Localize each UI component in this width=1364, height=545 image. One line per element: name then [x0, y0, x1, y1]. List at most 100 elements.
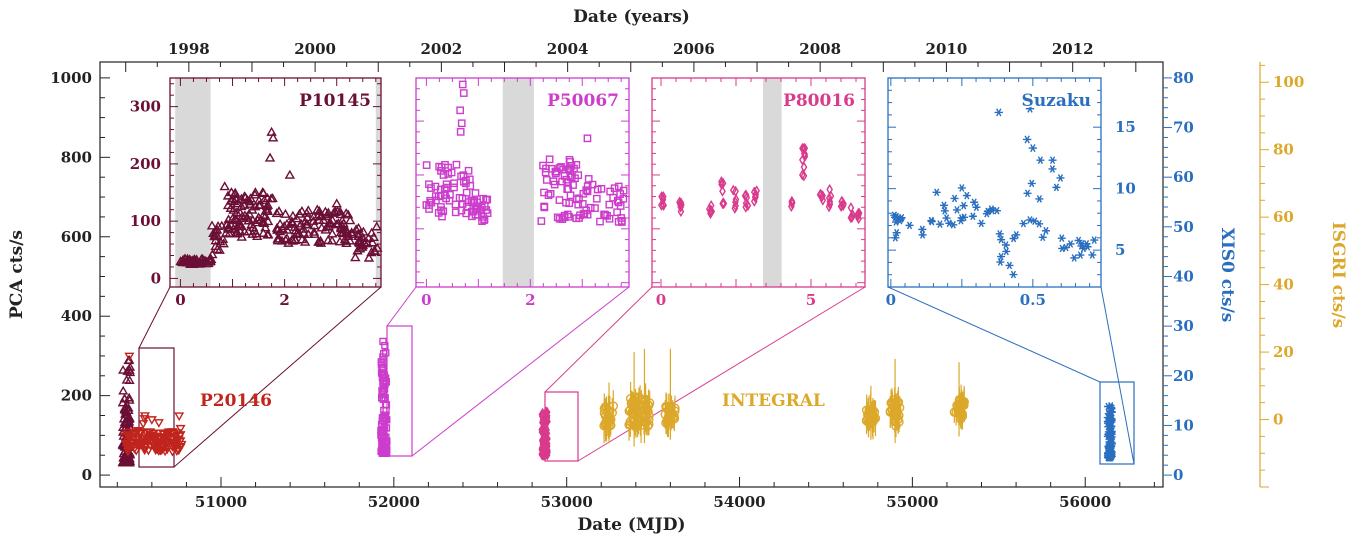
zoom-connector	[1100, 286, 1135, 465]
inset-point-p50067	[542, 164, 550, 173]
main-point-p10145	[125, 367, 136, 377]
isgri-tick-label: 100	[1273, 73, 1304, 91]
inset-point-p10145	[366, 247, 377, 257]
inset-point-p80016	[854, 210, 861, 222]
inset-point-suzaku	[942, 214, 951, 222]
main-point-p10145	[121, 417, 132, 427]
inset-point-p50067	[619, 186, 628, 195]
inset-point-suzaku	[968, 212, 977, 221]
inset-point-p10145	[249, 225, 260, 235]
main-point-p20146	[153, 419, 164, 428]
inset-point-p50067	[569, 181, 577, 189]
inset-point-suzaku	[1025, 216, 1034, 224]
inset-point-suzaku	[1005, 261, 1014, 270]
inset-point-p50067	[605, 200, 614, 209]
inset-point-p10145	[196, 254, 207, 264]
inset-point-p50067	[588, 180, 597, 189]
integral-point	[959, 400, 969, 411]
main-point-p20146	[139, 445, 150, 455]
inset-point-p80016	[742, 197, 750, 209]
inset-point-p50067	[459, 177, 468, 186]
inset-point-p50067	[544, 191, 553, 200]
inset-point-p80016	[731, 202, 739, 214]
inset-point-p50067	[459, 89, 468, 97]
inset-point-p80016	[752, 188, 760, 200]
main-point-p20146	[174, 412, 185, 422]
inset-point-p50067	[447, 168, 456, 177]
inset-point-suzaku	[1002, 247, 1011, 256]
inset-point-p10145	[325, 218, 337, 228]
inset-point-p10145	[366, 227, 377, 237]
inset-point-p10145	[184, 254, 195, 264]
inset-point-p10145	[315, 237, 327, 247]
inset-point-p50067	[572, 160, 581, 169]
inset-point-p10145	[309, 228, 320, 238]
inset-point-suzaku	[1056, 174, 1065, 182]
inset-point-suzaku	[1041, 226, 1050, 235]
inset-frame-p10145	[169, 77, 382, 288]
main-point-p50067	[378, 389, 387, 397]
inset-point-p10145	[206, 220, 218, 230]
main-point-p20146	[134, 429, 145, 439]
x-axis-label: Date (MJD)	[577, 515, 685, 535]
xis-tick-label: 40	[1173, 267, 1194, 285]
inset-point-p10145	[212, 220, 224, 231]
inset-point-suzaku	[977, 219, 986, 228]
main-point-p10145	[117, 397, 128, 407]
inset-point-p10145	[287, 210, 299, 220]
inset-point-p80016	[750, 195, 758, 207]
inset-point-p10145	[350, 252, 361, 262]
inset-point-p50067	[550, 180, 559, 189]
inset-point-suzaku	[950, 194, 959, 203]
inset-point-suzaku	[1038, 233, 1047, 242]
xis-tick-label: 70	[1173, 119, 1194, 137]
inset-point-p10145	[248, 222, 259, 232]
inset-point-p10145	[214, 244, 225, 254]
inset-point-suzaku	[1009, 234, 1018, 243]
inset-frame-p50067	[415, 77, 630, 288]
xis-tick-label: 30	[1173, 317, 1194, 335]
zoom-connector	[386, 286, 417, 327]
inset-point-p80016	[855, 213, 862, 225]
main-point-p20146	[138, 434, 149, 444]
zoom-source-box-suzaku	[1099, 381, 1135, 465]
integral-point	[630, 420, 640, 430]
x-tick-label: 51000	[195, 493, 247, 511]
inset-point-p10145	[253, 195, 265, 205]
inset-point-p50067	[442, 194, 450, 203]
series-label-integral: INTEGRAL	[722, 391, 825, 411]
inset-point-p50067	[584, 175, 593, 183]
inset-point-suzaku	[1001, 241, 1010, 249]
xis-tick-label: 10	[1173, 416, 1194, 434]
inset-point-suzaku	[1023, 189, 1032, 198]
inset-point-p10145	[218, 238, 229, 248]
inset-point-p50067	[580, 209, 589, 218]
inset-point-suzaku	[960, 213, 969, 222]
xis-tick-label: 0	[1173, 466, 1183, 484]
main-point-p20146	[124, 441, 136, 451]
inset-point-p50067	[478, 217, 486, 226]
inset-point-suzaku	[1022, 135, 1032, 144]
main-point-p80016	[542, 421, 549, 433]
inset-point-p10145	[239, 210, 251, 220]
inset-point-p50067	[566, 173, 575, 181]
inset-point-p10145	[316, 211, 327, 221]
main-point-p10145	[118, 385, 129, 395]
inset-point-p50067	[579, 189, 588, 198]
inset-point-p50067	[575, 194, 583, 203]
xis-tick-label: 60	[1173, 168, 1194, 186]
isgri-tick-label: 80	[1273, 141, 1294, 159]
inset-point-p10145	[264, 152, 276, 162]
inset-point-p10145	[342, 209, 354, 219]
main-point-p10145	[123, 355, 134, 365]
main-point-p20146	[145, 428, 156, 438]
isgri-tick-label: 0	[1273, 411, 1283, 429]
zoom-connector	[173, 286, 382, 468]
integral-point	[662, 415, 672, 426]
inset-y-tick-label: 300	[130, 98, 161, 116]
main-point-p80016	[543, 413, 550, 425]
inset-point-p80016	[658, 191, 665, 203]
main-point-p10145	[121, 374, 132, 384]
inset-point-p10145	[228, 204, 239, 214]
